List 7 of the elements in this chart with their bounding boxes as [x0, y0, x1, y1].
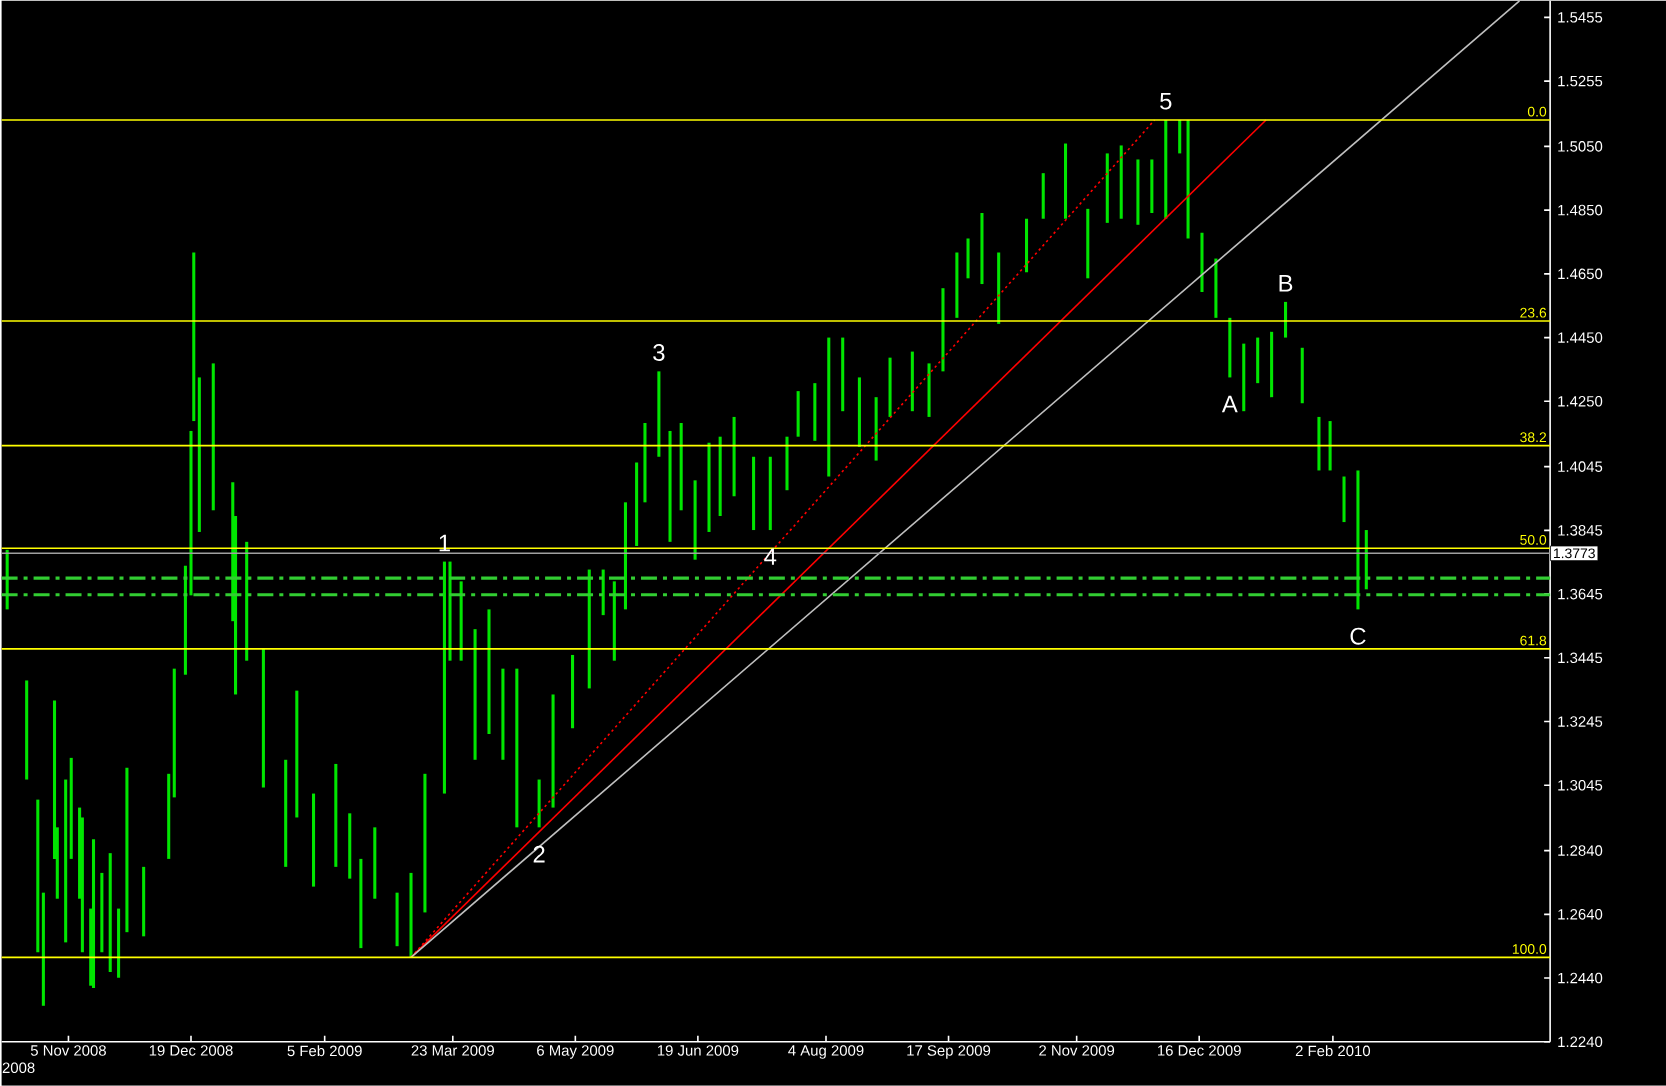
annotation: 5	[1160, 93, 1172, 110]
annotation: 2	[533, 845, 545, 863]
annotation: 1	[439, 534, 450, 552]
annotation: C	[1350, 627, 1366, 645]
annotation: B	[1279, 275, 1293, 292]
annotation: 3	[653, 344, 665, 362]
annotation: A	[1221, 395, 1238, 413]
